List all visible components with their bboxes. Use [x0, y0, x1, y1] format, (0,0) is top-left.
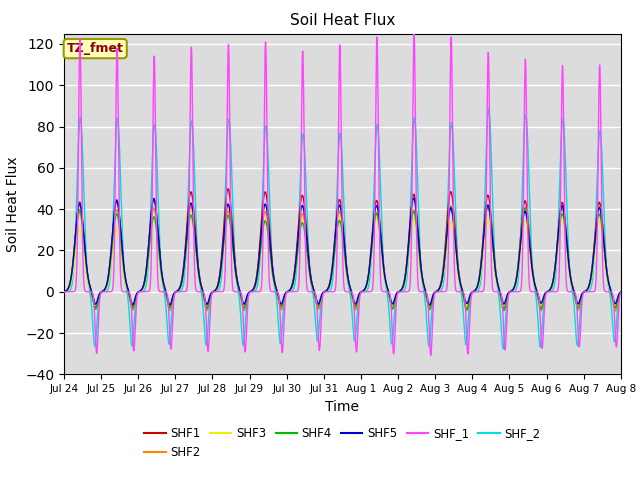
Y-axis label: Soil Heat Flux: Soil Heat Flux — [6, 156, 20, 252]
SHF4 — [617, 289, 625, 295]
SHF_2 — [505, 290, 513, 296]
SHF5 — [617, 289, 625, 295]
SHF1 — [505, 291, 513, 297]
SHF_2 — [371, 170, 378, 176]
SHF4 — [484, 203, 492, 209]
SHF5 — [371, 211, 378, 217]
SHF_1 — [371, 221, 378, 227]
SHF_1 — [216, 289, 223, 295]
SHF1 — [568, 282, 576, 288]
SHF5 — [410, 195, 417, 201]
SHF1 — [216, 275, 223, 280]
SHF_1 — [60, 289, 68, 295]
Line: SHF4: SHF4 — [64, 206, 621, 310]
SHF4 — [216, 278, 223, 284]
SHF_1 — [584, 289, 591, 295]
SHF2 — [216, 277, 223, 283]
SHF3 — [584, 288, 591, 293]
SHF5 — [216, 276, 223, 282]
SHF5 — [584, 286, 591, 292]
SHF5 — [505, 290, 513, 296]
SHF1 — [617, 289, 625, 295]
X-axis label: Time: Time — [325, 400, 360, 414]
SHF_1 — [568, 289, 576, 295]
SHF3 — [216, 280, 223, 286]
Line: SHF1: SHF1 — [64, 189, 621, 310]
SHF2 — [371, 218, 378, 224]
SHF2 — [504, 292, 512, 298]
SHF1 — [584, 286, 591, 292]
SHF1 — [240, 307, 248, 313]
SHF4 — [505, 290, 513, 296]
SHF4 — [358, 288, 366, 294]
SHF3 — [60, 289, 68, 295]
SHF5 — [568, 282, 576, 288]
SHF4 — [568, 283, 576, 288]
SHF1 — [60, 289, 68, 295]
SHF3 — [568, 284, 576, 290]
SHF2 — [612, 308, 620, 314]
SHF3 — [371, 218, 379, 224]
SHF1 — [359, 288, 367, 294]
Line: SHF3: SHF3 — [64, 214, 621, 307]
SHF_2 — [568, 287, 576, 292]
Line: SHF_2: SHF_2 — [64, 108, 621, 349]
SHF3 — [224, 211, 232, 217]
SHF3 — [617, 289, 625, 295]
SHF4 — [60, 289, 68, 295]
SHF_1 — [358, 289, 366, 295]
SHF4 — [371, 218, 378, 224]
SHF2 — [568, 280, 575, 286]
SHF2 — [617, 289, 625, 295]
Text: TZ_fmet: TZ_fmet — [67, 42, 124, 55]
SHF_1 — [617, 289, 625, 295]
SHF_2 — [584, 289, 591, 295]
SHF_2 — [216, 286, 223, 292]
SHF2 — [596, 204, 604, 209]
Line: SHF_1: SHF_1 — [64, 31, 621, 356]
SHF_2 — [358, 289, 366, 295]
SHF3 — [359, 288, 367, 294]
SHF_2 — [485, 106, 493, 111]
SHF_2 — [499, 346, 507, 352]
SHF1 — [224, 186, 232, 192]
SHF5 — [426, 302, 433, 308]
Line: SHF5: SHF5 — [64, 198, 621, 305]
SHF3 — [240, 304, 248, 310]
SHF1 — [371, 203, 379, 208]
SHF2 — [60, 289, 68, 295]
SHF2 — [583, 287, 591, 293]
Title: Soil Heat Flux: Soil Heat Flux — [290, 13, 395, 28]
SHF_2 — [617, 289, 625, 295]
SHF3 — [505, 290, 513, 296]
SHF4 — [584, 287, 591, 292]
Line: SHF2: SHF2 — [64, 206, 621, 311]
SHF4 — [500, 307, 508, 312]
Legend: SHF1, SHF2, SHF3, SHF4, SHF5, SHF_1, SHF_2: SHF1, SHF2, SHF3, SHF4, SHF5, SHF_1, SHF… — [140, 422, 545, 464]
SHF_1 — [427, 353, 435, 359]
SHF2 — [358, 288, 366, 294]
SHF5 — [358, 288, 366, 294]
SHF_1 — [505, 292, 513, 298]
SHF5 — [60, 289, 68, 295]
SHF_1 — [410, 28, 418, 34]
SHF_2 — [60, 289, 68, 295]
